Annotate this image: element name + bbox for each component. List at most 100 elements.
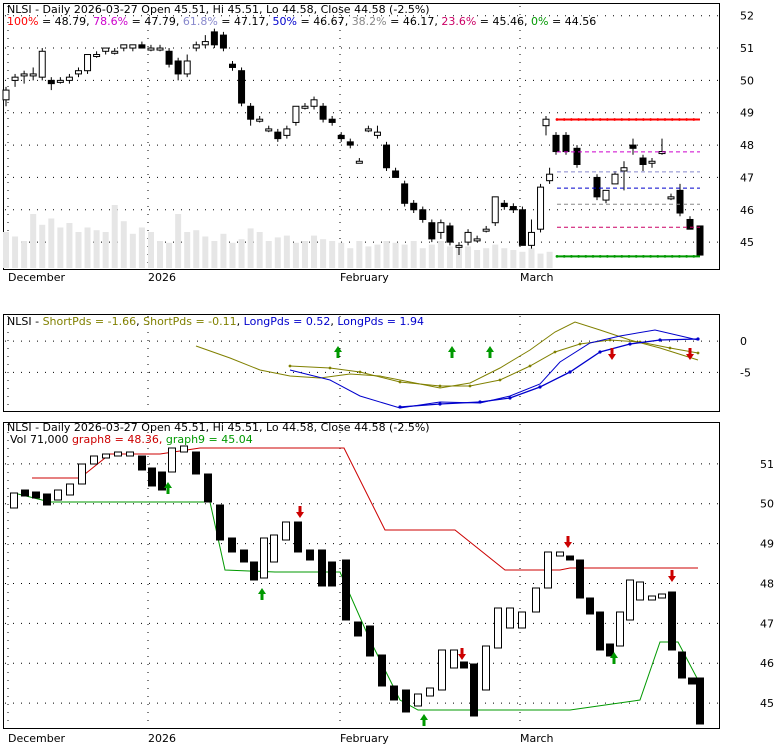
candle-body	[593, 176, 601, 198]
candle-body	[319, 105, 327, 120]
candle-body	[283, 128, 291, 136]
price-panel-frame	[3, 3, 720, 270]
pivot-candle	[138, 455, 146, 471]
fib-level-dot	[663, 118, 667, 121]
fib-level-dot	[606, 254, 609, 258]
candle-body	[129, 44, 137, 49]
candle-body	[56, 79, 64, 83]
pivot-candle	[228, 537, 236, 553]
fib-level-dot	[656, 118, 660, 121]
pivot-candle	[318, 549, 326, 587]
pivot-candle	[556, 551, 564, 557]
short-period-dot	[398, 380, 402, 384]
candle-body	[74, 70, 82, 75]
candle-body	[611, 173, 619, 185]
volume-bar	[274, 237, 281, 268]
candle-body	[247, 105, 255, 120]
short-period-dot	[578, 342, 582, 346]
fib-level-dot	[598, 118, 602, 121]
pivot-panel-title: NLSI - Daily 2026-03-27 Open 45.51, Hi 4…	[7, 421, 430, 434]
candle-body	[392, 170, 400, 178]
volume-bar	[492, 244, 499, 268]
volume-bar	[30, 214, 37, 268]
pivot-x-tick-label: March	[520, 732, 554, 745]
candle-body	[537, 186, 545, 230]
indicator-buy-arrow	[486, 346, 494, 358]
volume-bar	[311, 235, 318, 268]
price-y-tick-label: 45	[740, 236, 754, 249]
long-period-dot	[438, 402, 442, 406]
pivot-y-tick-label: 45	[760, 697, 774, 710]
pivot-candle	[658, 593, 666, 599]
candle-body	[11, 76, 19, 81]
long-period-dot	[658, 338, 662, 342]
fib-level-dot	[642, 118, 645, 121]
pivot-candle	[21, 489, 29, 497]
fib-value-100: 48.79	[55, 15, 87, 28]
pivot-candle	[378, 654, 386, 687]
pivot-candle	[282, 521, 290, 541]
fib-legend: 100% = 48.79, 78.6% = 47.79, 61.8% = 47.…	[7, 15, 596, 28]
volume-bar	[93, 230, 100, 268]
candle-body	[274, 131, 282, 140]
fib-level-dot	[670, 254, 674, 258]
candle-body	[491, 196, 499, 224]
volume-bar	[166, 242, 173, 268]
indicator-legend: NLSI - ShortPds = -1.66, ShortPds = -0.1…	[7, 315, 424, 328]
pivot-candle	[180, 445, 188, 453]
candle-body	[473, 238, 481, 242]
volume-bar	[546, 251, 553, 268]
price-y-tick-label: 50	[740, 74, 754, 87]
volume-bar	[383, 241, 390, 268]
candle-body	[546, 173, 554, 182]
pivot-candle	[306, 549, 314, 561]
candle-body	[93, 54, 101, 58]
candle-body	[328, 118, 336, 123]
graph9-line	[17, 493, 699, 711]
fib-value-786: 47.79	[144, 15, 176, 28]
candle-body	[602, 189, 610, 201]
fib-value-382: 46.17	[403, 15, 435, 28]
candle-body	[256, 118, 264, 122]
volume-bar	[510, 250, 517, 268]
volume-bar	[347, 248, 354, 268]
candle-body	[446, 225, 454, 243]
pivot-candle	[438, 649, 446, 691]
candle-body	[47, 79, 55, 85]
volume-bar	[48, 218, 55, 268]
long-period-dot	[398, 405, 402, 409]
candle-body	[301, 105, 309, 109]
indicator-legend-short2: ShortPds = -0.11	[143, 315, 237, 328]
fib-level-dot	[606, 118, 609, 121]
price-panel: 52 51 50 49 48 47 46 45 December 2026 February Marc…	[2, 6, 754, 284]
volume-bar	[84, 227, 91, 268]
short-period-dot	[553, 350, 557, 354]
pivot-candle	[532, 587, 540, 613]
pivot-candle	[648, 595, 656, 601]
volume-bar	[474, 250, 481, 268]
pivot-buy-arrow	[164, 482, 172, 494]
long-period-dot	[568, 370, 572, 374]
pivot-candle	[482, 645, 490, 691]
pivot-candle	[678, 651, 686, 679]
fib-level-dot	[562, 118, 566, 121]
fib-label-0: 0%	[531, 15, 548, 28]
volume-bar	[202, 236, 209, 268]
pivot-candle	[158, 471, 166, 491]
candle-body	[310, 99, 318, 107]
pivot-candle	[54, 489, 62, 501]
volume-bar	[66, 223, 73, 268]
candle-body	[337, 134, 345, 140]
fib-level-dot	[591, 254, 595, 258]
fib-value-618: 47.17	[234, 15, 266, 28]
candle-body	[401, 183, 409, 204]
indicator-legend-long1: LongPds = 0.52	[244, 315, 331, 328]
volume-bar	[229, 242, 236, 268]
fib-label-382: 38.2%	[352, 15, 387, 28]
price-y-tick-label: 52	[740, 10, 754, 23]
candle-body	[437, 222, 445, 233]
long-period-line-1	[289, 329, 699, 409]
fib-level-dot	[613, 254, 616, 258]
volume-bar	[21, 241, 28, 268]
